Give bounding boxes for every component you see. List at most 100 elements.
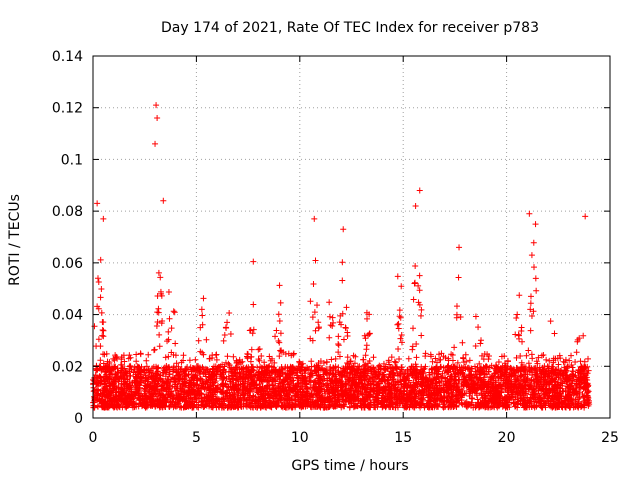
data-point	[333, 399, 340, 406]
grid-lines	[93, 56, 610, 418]
data-point	[170, 366, 177, 373]
data-point	[366, 311, 373, 318]
data-point	[282, 365, 289, 372]
data-point	[141, 403, 148, 410]
data-point	[398, 332, 405, 338]
data-point	[274, 395, 281, 402]
data-point	[195, 363, 202, 370]
data-point	[442, 375, 449, 382]
data-point	[227, 364, 234, 371]
data-point	[354, 363, 361, 370]
data-point	[399, 367, 406, 374]
data-point	[377, 369, 384, 376]
data-point	[561, 403, 568, 410]
data-point	[330, 370, 337, 377]
data-point	[432, 355, 439, 362]
data-point	[538, 404, 545, 411]
data-point	[490, 394, 497, 401]
data-point	[173, 360, 180, 367]
data-point	[491, 393, 498, 400]
data-point	[387, 402, 394, 409]
data-point	[535, 354, 542, 361]
data-point	[504, 404, 511, 411]
data-point	[444, 363, 451, 370]
data-point	[414, 399, 421, 406]
data-point	[335, 341, 342, 348]
data-point	[93, 386, 100, 393]
data-point	[445, 362, 452, 369]
data-point	[419, 389, 426, 396]
data-point	[315, 319, 322, 326]
data-point	[462, 363, 469, 370]
data-point	[301, 388, 308, 395]
data-point	[195, 337, 202, 344]
data-point	[292, 392, 299, 399]
data-point	[344, 354, 351, 361]
data-point	[166, 371, 173, 378]
data-point	[150, 376, 157, 383]
data-point	[440, 404, 447, 411]
data-point	[357, 369, 364, 376]
data-point	[526, 397, 533, 404]
data-point	[564, 377, 571, 384]
data-point	[358, 373, 365, 380]
data-point	[261, 359, 268, 366]
data-point	[472, 313, 479, 320]
data-point	[197, 376, 204, 383]
data-point	[132, 377, 139, 384]
data-point	[168, 349, 175, 356]
data-point	[214, 397, 221, 404]
data-point	[514, 374, 521, 381]
data-point	[165, 353, 172, 360]
data-point	[164, 394, 171, 401]
data-point	[169, 367, 176, 374]
data-point	[515, 332, 522, 339]
data-point	[397, 335, 404, 342]
data-point	[420, 396, 427, 403]
data-point	[202, 366, 209, 373]
data-point	[543, 380, 550, 387]
data-point	[233, 399, 240, 406]
data-point	[327, 381, 334, 388]
data-point	[482, 390, 489, 397]
data-point	[222, 359, 229, 366]
data-point	[219, 361, 226, 368]
data-point	[428, 365, 435, 372]
data-point	[377, 380, 384, 387]
data-point	[407, 366, 414, 373]
data-point	[516, 292, 523, 299]
data-point	[272, 333, 279, 340]
data-point	[527, 306, 534, 313]
data-point	[398, 382, 405, 389]
data-point	[554, 355, 561, 362]
data-point	[483, 363, 490, 370]
data-point	[118, 367, 125, 374]
data-point	[276, 282, 283, 289]
data-point	[530, 308, 537, 315]
data-point	[561, 359, 568, 366]
data-point	[327, 364, 334, 371]
data-point	[574, 336, 581, 343]
data-point	[437, 385, 444, 392]
data-point	[110, 355, 117, 362]
data-point	[527, 293, 534, 300]
data-point	[510, 387, 517, 394]
data-point	[171, 384, 178, 391]
data-point	[100, 333, 107, 340]
data-point	[255, 356, 262, 363]
data-point	[359, 395, 366, 402]
data-point	[323, 359, 330, 366]
data-point	[98, 286, 105, 293]
data-point	[410, 296, 417, 303]
data-point	[391, 394, 398, 401]
data-point	[299, 364, 306, 371]
data-point	[517, 373, 524, 380]
data-point	[276, 339, 283, 346]
data-point	[154, 397, 161, 404]
data-point	[338, 390, 345, 397]
data-point	[165, 328, 172, 335]
data-point	[419, 381, 426, 388]
data-point	[121, 358, 128, 365]
data-point	[304, 393, 311, 400]
